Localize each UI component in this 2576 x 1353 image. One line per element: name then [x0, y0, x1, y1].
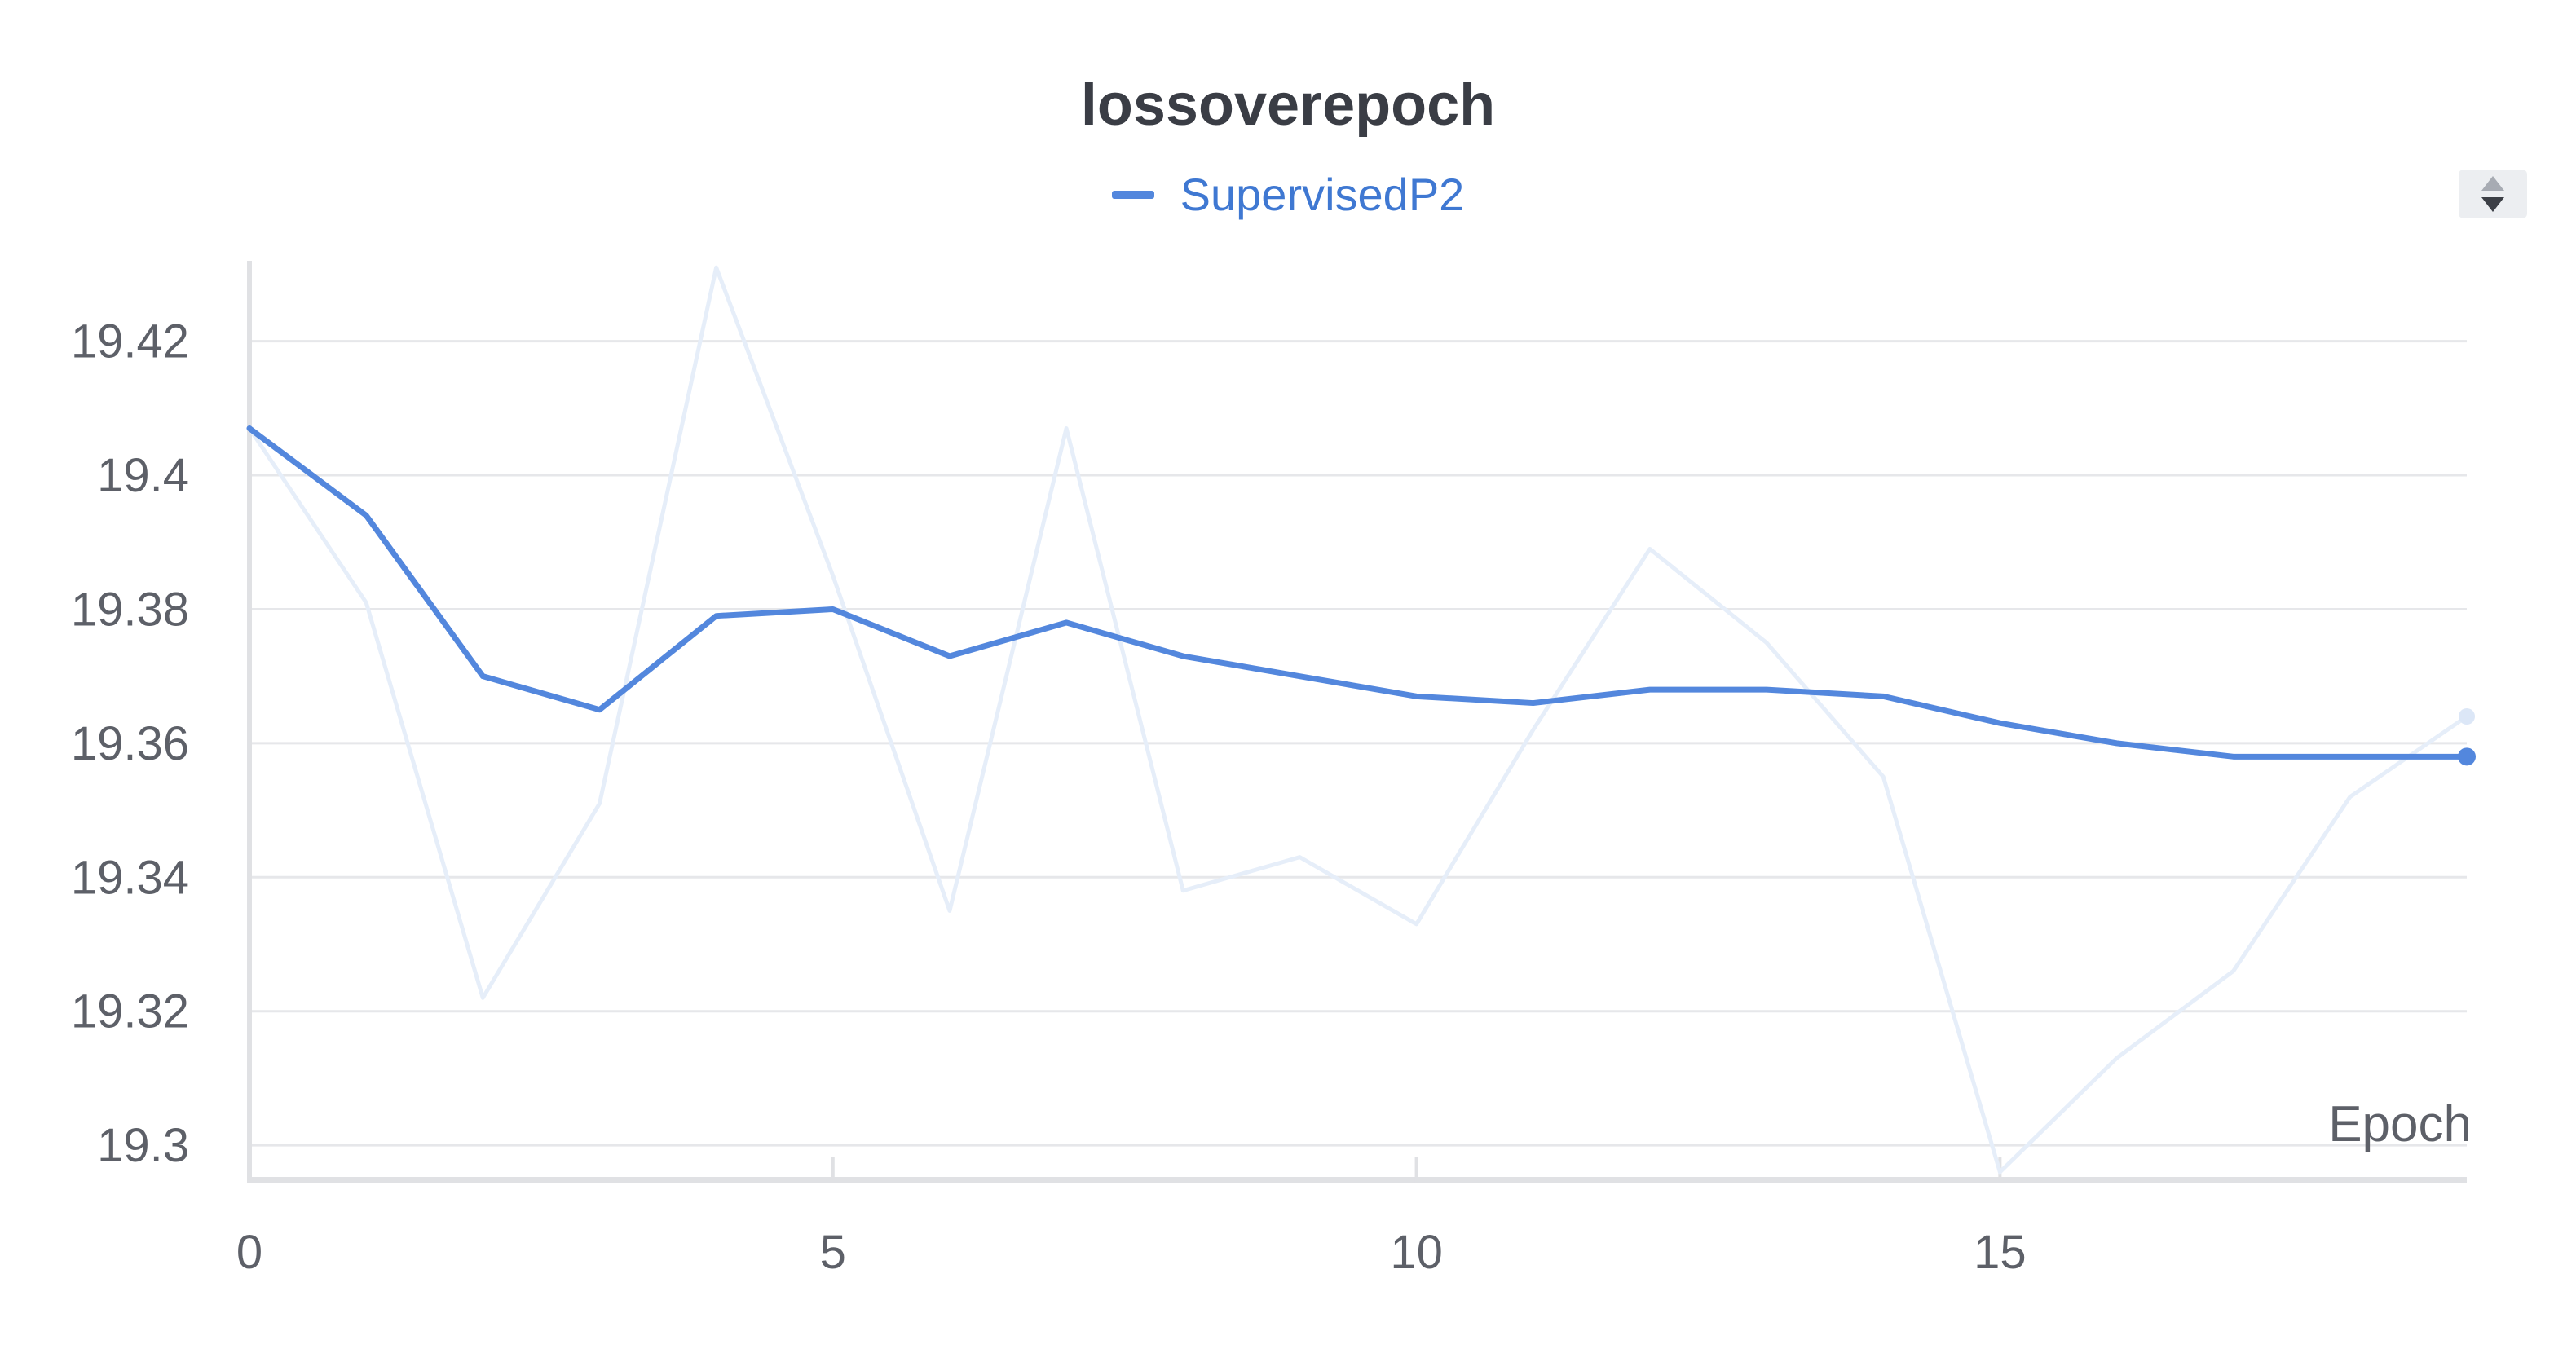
sort-up-down-icon	[2481, 176, 2504, 212]
x-tick-label: 10	[1390, 1226, 1443, 1279]
legend-swatch	[1111, 190, 1154, 199]
y-tick-label: 19.4	[97, 449, 189, 502]
y-tick-label: 19.34	[71, 851, 189, 904]
chart-title: lossoverepoch	[1080, 73, 1496, 138]
series-endpoint-smoothed	[2458, 747, 2476, 766]
y-tick-label: 19.38	[71, 583, 189, 636]
y-tick-label: 19.3	[97, 1119, 189, 1172]
y-tick-label: 19.32	[71, 985, 189, 1038]
x-tick-label: 5	[820, 1226, 846, 1279]
series-line-raw	[247, 265, 2469, 1175]
y-tick-label: 19.36	[71, 717, 189, 770]
x-axis-title: Epoch	[2328, 1096, 2472, 1152]
series-endpoint-raw	[2459, 708, 2475, 725]
x-tick-label: 0	[236, 1226, 262, 1279]
legend[interactable]: SupervisedP2	[0, 168, 2576, 221]
y-tick-label: 19.42	[71, 315, 189, 368]
legend-sort-button[interactable]	[2459, 170, 2527, 218]
series-line-smoothed	[246, 425, 2470, 760]
legend-label: SupervisedP2	[1180, 169, 1465, 220]
x-tick-label: 15	[1974, 1226, 2027, 1279]
